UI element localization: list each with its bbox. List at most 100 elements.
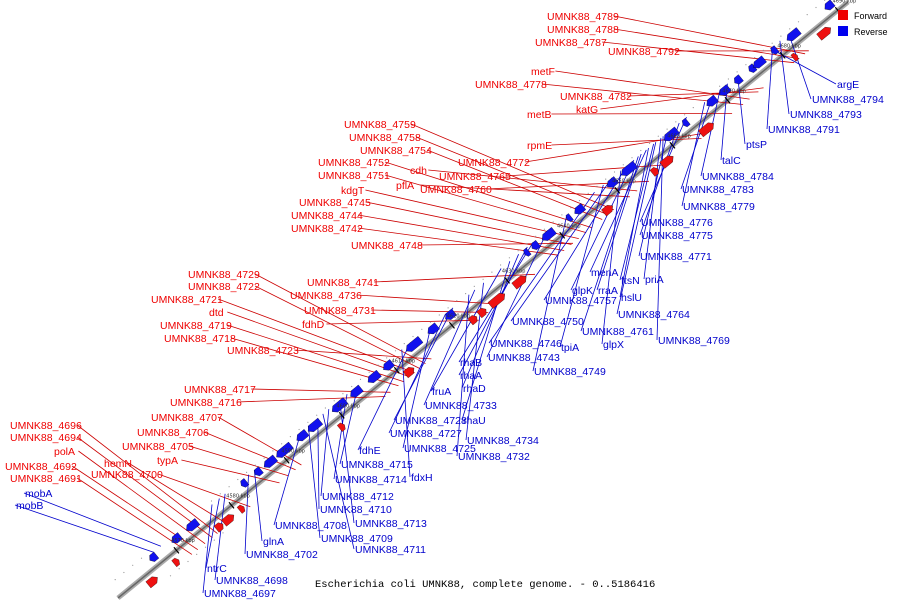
forward-gene-label: UMNK88_4742: [291, 223, 363, 235]
reverse-gene-shape: [753, 55, 767, 69]
forward-gene-label: UMNK88_4759: [344, 119, 416, 131]
reverse-gene-label: glpK: [572, 285, 593, 297]
axis-tick: [779, 51, 786, 59]
reverse-leader-line: [202, 504, 213, 594]
axis-dot: [684, 114, 686, 116]
axis-dot: [780, 35, 782, 37]
axis-dot: [517, 250, 519, 252]
gene-features: [145, 0, 836, 589]
axis-tick-label: 4660 kbp: [667, 133, 691, 139]
forward-gene-label: metB: [527, 109, 552, 121]
forward-gene-label: cdh: [410, 165, 427, 177]
reverse-gene: [574, 203, 587, 215]
reverse-gene: [406, 336, 424, 352]
axis-dot: [754, 57, 756, 59]
reverse-gene-label: glnA: [263, 536, 284, 548]
reverse-gene-label: UMNK88_4698: [216, 575, 288, 587]
forward-leader-line: [410, 123, 615, 211]
reverse-gene-shape: [542, 227, 557, 241]
axis-dot: [140, 557, 143, 559]
axis-dot: [578, 200, 581, 202]
reverse-gene-label: mobB: [16, 500, 43, 512]
reverse-gene: [607, 176, 620, 188]
reverse-gene: [523, 247, 532, 257]
forward-gene-label: UMNK88_4706: [137, 427, 209, 439]
axis-ticks: 4570 kbp 4580 kbp 4590 kbp 4600 kbp 4610 kbp…: [114, 0, 856, 581]
forward-leader-line: [188, 445, 289, 477]
legend-forward-swatch: [838, 10, 848, 20]
reverse-leader-line: [244, 474, 249, 555]
forward-leader-line: [78, 450, 206, 545]
forward-gene-shape: [213, 522, 224, 533]
reverse-gene-label: UMNK88_4734: [467, 435, 539, 447]
axis-tick: [228, 501, 235, 509]
forward-gene: [659, 155, 674, 169]
reverse-gene-shape: [786, 27, 802, 41]
axis-dot: [272, 450, 274, 452]
axis-tick-label: 4580 kbp: [226, 493, 250, 499]
reverse-gene-label: UMNK88_4764: [618, 309, 690, 321]
forward-gene-shape: [816, 27, 831, 41]
forward-leader-line: [254, 273, 426, 365]
reverse-gene-label: ntrC: [207, 563, 227, 575]
axis-dot: [438, 314, 440, 316]
axis-dot: [263, 457, 265, 459]
forward-gene-label: katG: [576, 104, 598, 116]
axis-dot: [187, 560, 189, 563]
axis-dot: [421, 328, 423, 330]
forward-leader-line: [420, 184, 630, 198]
reverse-leader-line: [589, 149, 647, 273]
reverse-gene: [824, 0, 836, 11]
forward-gene-label: UMNK88_4748: [351, 240, 423, 252]
reverse-leader-line: [788, 33, 812, 100]
axis-dot: [386, 357, 388, 359]
reverse-gene: [786, 27, 802, 41]
axis-tick: [338, 411, 345, 419]
axis-dot: [692, 107, 694, 109]
reverse-gene: [445, 308, 457, 320]
reverse-gene: [663, 126, 680, 142]
reverse-gene-shape: [574, 203, 587, 215]
forward-gene-shape: [145, 576, 158, 589]
forward-leader-line: [506, 164, 670, 177]
forward-gene-label: UMNK88_4718: [164, 333, 236, 345]
forward-gene-label: UMNK88_4691: [10, 473, 82, 485]
forward-gene-shape: [649, 167, 659, 177]
reverse-gene-label: UMNK88_4775: [641, 230, 713, 242]
reverse-leader-line: [320, 409, 330, 497]
forward-gene: [145, 576, 158, 589]
reverse-gene-shape: [607, 176, 620, 188]
forward-leader-line: [371, 309, 489, 313]
reverse-leader-line: [322, 413, 355, 550]
reverse-gene-label: talC: [722, 155, 741, 167]
reverse-leader-line: [423, 289, 476, 406]
reverse-leader-line: [357, 342, 411, 451]
axis-dot: [473, 285, 475, 287]
forward-leader-line: [384, 161, 593, 229]
reverse-gene-label: UMNK88_4784: [702, 171, 774, 183]
forward-leader-line: [358, 214, 565, 251]
axis-dot: [465, 293, 467, 295]
reverse-gene-shape: [770, 45, 780, 55]
axis-dot: [789, 28, 791, 30]
forward-gene: [487, 293, 505, 309]
reverse-gene-label: UMNK88_4733: [425, 400, 497, 412]
forward-leader-line: [326, 319, 479, 325]
forward-gene-label: UMNK88_4721: [151, 294, 223, 306]
reverse-gene-label: UMNK88_4776: [641, 217, 713, 229]
axis-tick: [724, 96, 731, 104]
forward-gene-shape: [487, 293, 505, 309]
reverse-gene-shape: [276, 441, 294, 458]
reverse-gene: [681, 117, 691, 128]
forward-gene-label: hemN: [104, 458, 132, 470]
reverse-gene: [565, 213, 574, 222]
reverse-leader-line: [681, 102, 706, 207]
forward-leader-line: [384, 174, 587, 233]
reverse-gene-shape: [621, 160, 638, 176]
axis-dot: [307, 421, 309, 423]
axis-dot: [657, 135, 659, 137]
forward-gene-label: dtd: [209, 307, 224, 319]
reverse-gene-shape: [307, 417, 324, 432]
forward-gene: [601, 205, 613, 217]
reverse-gene: [383, 359, 395, 371]
